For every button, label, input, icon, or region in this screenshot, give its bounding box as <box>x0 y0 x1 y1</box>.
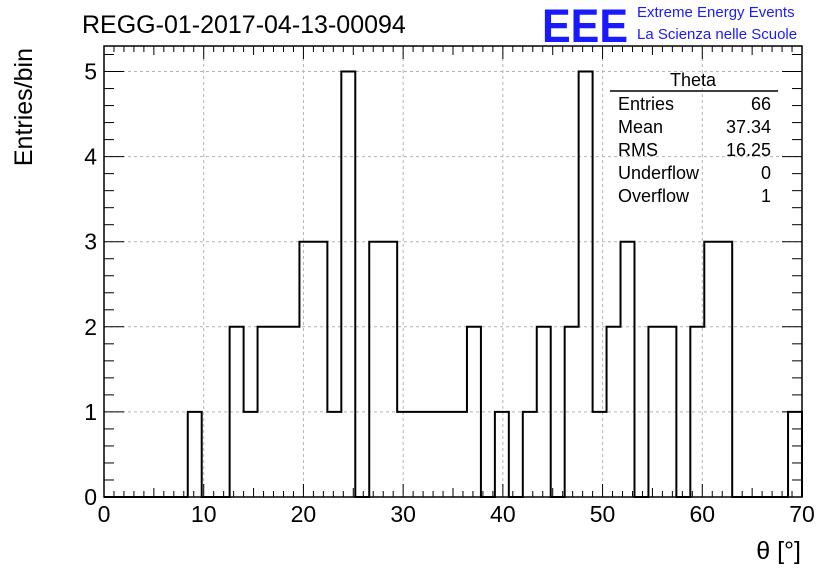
stats-underflow-value: 0 <box>761 163 771 183</box>
logo-line-2: La Scienza nelle Scuole <box>637 26 797 43</box>
x-tick-label: 0 <box>98 501 111 527</box>
x-tick-label: 30 <box>390 501 416 527</box>
y-tick-label: 2 <box>84 314 97 340</box>
stats-rms-label: RMS <box>618 140 658 160</box>
x-tick-label: 50 <box>590 501 616 527</box>
stats-overflow-value: 1 <box>761 186 771 206</box>
x-tick-labels: 0 10 20 30 40 50 60 70 <box>98 501 815 527</box>
y-axis-label: Entries/bin <box>10 48 38 166</box>
x-tick-label: 70 <box>789 501 815 527</box>
axis-ticks <box>103 46 803 498</box>
histogram-outline <box>104 70 803 498</box>
grid-lines <box>104 46 802 497</box>
stats-underflow-label: Underflow <box>618 163 700 183</box>
stats-overflow-label: Overflow <box>618 186 690 206</box>
y-tick-labels: 0 1 2 3 4 5 <box>84 59 97 510</box>
plot-frame <box>103 45 803 498</box>
x-tick-label: 10 <box>191 501 217 527</box>
x-tick-label: 20 <box>291 501 317 527</box>
stats-entries-label: Entries <box>618 94 674 114</box>
y-tick-label: 4 <box>84 144 97 170</box>
stats-entries-value: 66 <box>751 94 771 114</box>
stats-mean-label: Mean <box>618 117 663 137</box>
x-axis-label: θ [°] <box>756 537 801 565</box>
x-tick-label: 40 <box>490 501 516 527</box>
chart-title: REGG-01-2017-04-13-00094 <box>82 11 406 39</box>
stats-rms-value: 16.25 <box>726 140 771 160</box>
stats-mean-value: 37.34 <box>726 117 771 137</box>
y-tick-label: 1 <box>84 399 97 425</box>
logo-line-1: Extreme Energy Events <box>637 4 795 21</box>
eee-logo-text: EEE <box>542 0 628 52</box>
stats-box-title: Theta <box>670 70 717 90</box>
y-tick-label: 0 <box>84 484 97 510</box>
y-tick-label: 3 <box>84 229 97 255</box>
stats-box: Theta Entries 66 Mean 37.34 RMS 16.25 Un… <box>610 70 778 206</box>
y-tick-label: 5 <box>84 59 97 85</box>
x-tick-label: 60 <box>689 501 715 527</box>
